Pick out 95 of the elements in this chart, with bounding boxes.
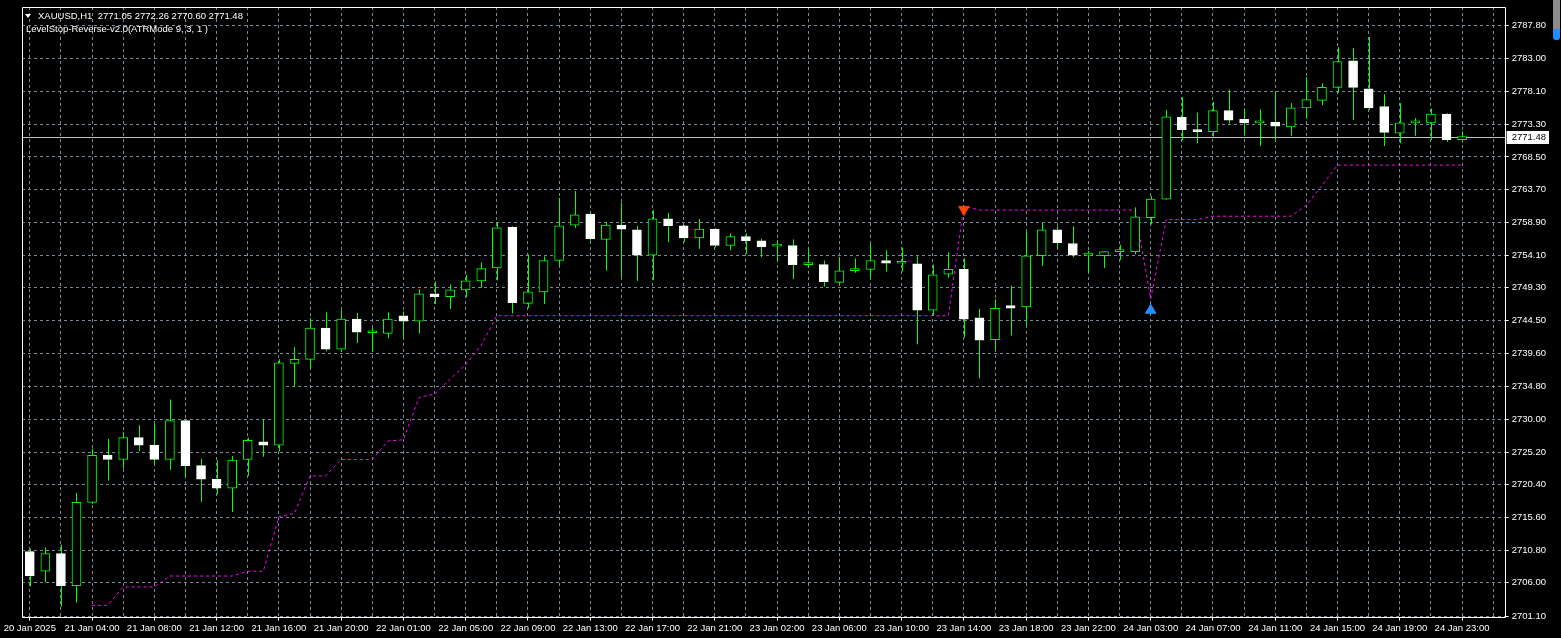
x-tick-label: 21 Jan 16:00 bbox=[251, 621, 307, 633]
candlestick bbox=[756, 238, 767, 258]
candlestick bbox=[24, 548, 35, 587]
x-tick-label: 22 Jan 05:00 bbox=[438, 621, 494, 633]
text: LevelStop-Reverse-v2.0(ATRMode 9, 3, 1 ) bbox=[26, 22, 208, 34]
y-tick-label: 2783.00 bbox=[1511, 51, 1546, 63]
candlestick bbox=[133, 424, 144, 452]
y-tick-label: 2710.80 bbox=[1511, 543, 1546, 555]
y-tick-label: 2768.50 bbox=[1511, 150, 1546, 162]
x-tick-label: 24 Jan 23:00 bbox=[1434, 621, 1490, 633]
candlestick bbox=[1426, 108, 1436, 141]
candlestick bbox=[741, 232, 751, 255]
candlestick bbox=[1005, 285, 1016, 336]
candlestick bbox=[196, 458, 206, 503]
y-tick-label: 2725.20 bbox=[1511, 445, 1546, 457]
x-tick-label: 23 Jan 14:00 bbox=[936, 621, 992, 633]
candlestick bbox=[445, 283, 455, 310]
candlestick bbox=[258, 418, 269, 458]
candlestick bbox=[289, 346, 300, 388]
candlestick bbox=[834, 256, 845, 284]
candlestick bbox=[242, 437, 253, 477]
x-tick-label: 22 Jan 09:00 bbox=[500, 621, 556, 633]
y-tick-label: 2749.30 bbox=[1511, 281, 1546, 293]
candlestick bbox=[398, 311, 409, 340]
x-tick-label: 23 Jan 18:00 bbox=[998, 621, 1054, 633]
x-tick-label: 22 Jan 17:00 bbox=[625, 621, 680, 633]
candlestick bbox=[709, 227, 720, 249]
candlestick bbox=[102, 438, 113, 482]
candlestick bbox=[694, 218, 705, 250]
candlestick bbox=[351, 312, 362, 344]
candlestick bbox=[1301, 76, 1312, 120]
candlestick bbox=[865, 243, 876, 279]
y-tick-label: 2763.70 bbox=[1511, 183, 1546, 195]
y-tick-label: 2734.80 bbox=[1511, 380, 1546, 392]
x-tick-label: 24 Jan 07:00 bbox=[1185, 621, 1241, 633]
x-tick-label: 24 Jan 15:00 bbox=[1310, 621, 1365, 633]
candlestick bbox=[974, 308, 985, 379]
x-tick-label: 24 Jan 19:00 bbox=[1372, 621, 1428, 633]
candlestick bbox=[787, 238, 798, 280]
candlestick bbox=[1394, 102, 1405, 144]
x-tick-label: 22 Jan 13:00 bbox=[562, 621, 618, 633]
x-tick-label: 23 Jan 22:00 bbox=[1060, 621, 1116, 633]
x-tick-label: 22 Jan 21:00 bbox=[687, 621, 743, 633]
x-tick-label: 20 Jan 2025 bbox=[3, 621, 56, 633]
candlestick bbox=[149, 423, 160, 465]
candlestick bbox=[1285, 102, 1296, 137]
candlestick bbox=[118, 431, 129, 469]
ref-line-label: 2771.48 bbox=[1511, 131, 1546, 143]
x-tick-label: 23 Jan 10:00 bbox=[874, 621, 930, 633]
y-tick-label: 2773.30 bbox=[1511, 117, 1546, 129]
candlestick bbox=[367, 327, 378, 353]
chart-title: XAUUSD,H1 2771.05 2772.26 2770.60 2771.48 bbox=[38, 9, 243, 21]
x-tick-label: 21 Jan 04:00 bbox=[64, 621, 120, 633]
candlestick bbox=[569, 190, 580, 229]
x-tick-label: 21 Jan 12:00 bbox=[189, 621, 245, 633]
candlestick bbox=[523, 253, 533, 309]
y-tick-label: 2720.40 bbox=[1511, 478, 1546, 490]
y-tick-label: 2758.90 bbox=[1511, 215, 1546, 227]
y-tick-label: 2701.10 bbox=[1511, 609, 1546, 621]
candlestick bbox=[460, 274, 471, 298]
y-tick-label: 2754.10 bbox=[1511, 248, 1546, 260]
candlestick bbox=[818, 260, 829, 287]
candlestick bbox=[1177, 96, 1187, 142]
y-tick-label: 2787.80 bbox=[1511, 19, 1546, 31]
y-tick-label: 2739.60 bbox=[1511, 347, 1546, 359]
candlestick bbox=[1145, 195, 1156, 225]
candlestick bbox=[896, 247, 907, 272]
y-tick-label: 2706.00 bbox=[1511, 576, 1546, 588]
candlestick bbox=[40, 546, 51, 583]
y-tick-label: 2730.00 bbox=[1511, 412, 1546, 424]
x-tick-label: 21 Jan 20:00 bbox=[313, 621, 369, 633]
candlestick bbox=[1068, 225, 1078, 258]
candlestick bbox=[803, 249, 814, 269]
candlestick bbox=[881, 249, 891, 272]
candlestick bbox=[1254, 108, 1265, 147]
candlestick bbox=[1270, 91, 1281, 142]
line-series bbox=[91, 164, 1463, 606]
x-tick-label: 23 Jan 06:00 bbox=[811, 621, 867, 633]
candlestick bbox=[1363, 36, 1374, 111]
y-tick-label: 2744.50 bbox=[1511, 314, 1546, 326]
candlestick bbox=[1239, 108, 1249, 135]
x-tick-label: 24 Jan 03:00 bbox=[1123, 621, 1179, 633]
candlestick bbox=[1208, 101, 1218, 137]
candlestick bbox=[1192, 112, 1203, 144]
candlestick bbox=[585, 211, 596, 242]
y-tick-label: 2715.60 bbox=[1511, 511, 1546, 523]
x-tick-label: 23 Jan 02:00 bbox=[749, 621, 805, 633]
y-tick-label: 2778.10 bbox=[1511, 85, 1546, 97]
candlestick bbox=[772, 239, 782, 262]
x-tick-label: 22 Jan 01:00 bbox=[375, 621, 431, 633]
x-tick-label: 21 Jan 08:00 bbox=[126, 621, 182, 633]
x-tick-label: 24 Jan 11:00 bbox=[1248, 621, 1303, 633]
candlestick bbox=[943, 251, 954, 279]
candlestick bbox=[663, 212, 673, 243]
candlestick bbox=[632, 225, 642, 282]
